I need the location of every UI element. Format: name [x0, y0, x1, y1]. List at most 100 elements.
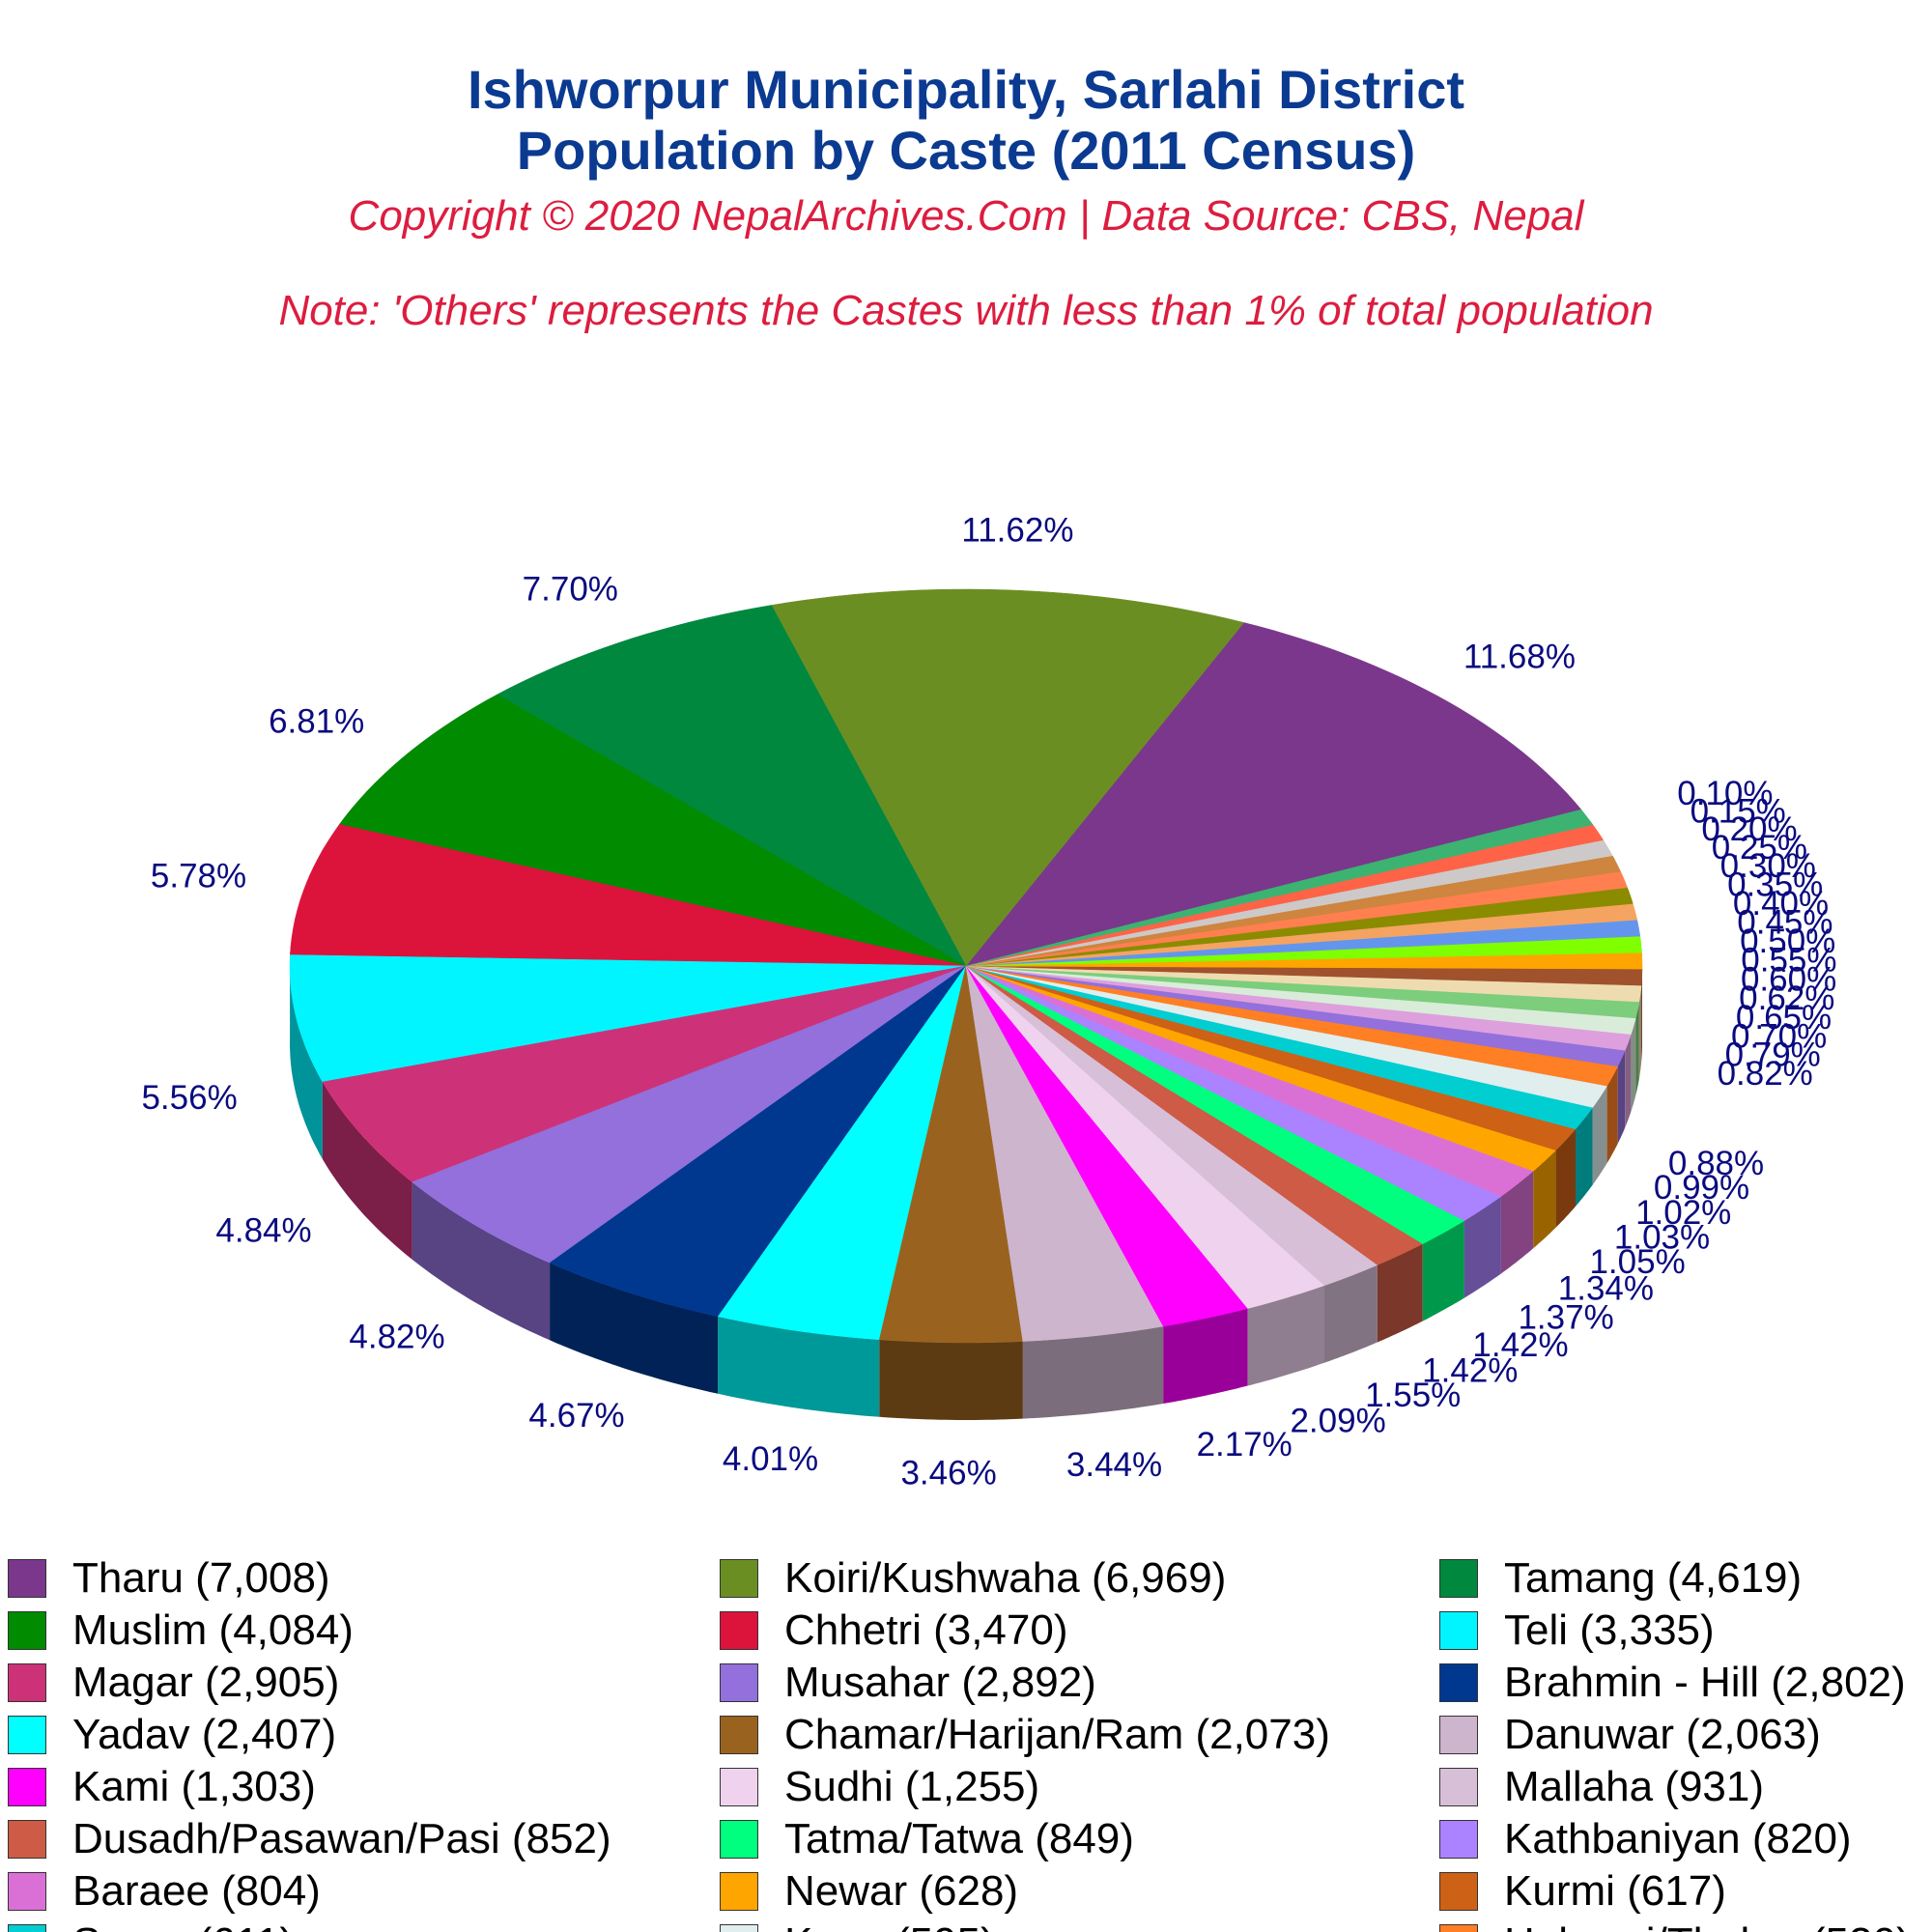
legend-item: Haluwai/Thakur (530): [1439, 1918, 1911, 1932]
pie-wall-small-5: [1641, 969, 1642, 1064]
pie-wall-small-1: [1625, 1034, 1632, 1128]
pie-wall-8: [550, 1263, 719, 1394]
pct-label-20: 1.03%: [1614, 1219, 1710, 1257]
pct-label-23: 0.88%: [1668, 1145, 1764, 1182]
pie-slice-kami: [965, 965, 1249, 1327]
pie-slice-small-2: [965, 965, 1636, 1035]
pct-label-0: 11.68%: [1463, 638, 1576, 675]
legend-swatch: [8, 1611, 46, 1650]
pie-wall-small-3: [1635, 1002, 1639, 1095]
legend-item: Baraee (804): [8, 1866, 321, 1917]
pie-wall-17: [1463, 1196, 1501, 1298]
pct-label-19: 1.05%: [1589, 1243, 1685, 1281]
pie-slice-kathbaniyan: [965, 965, 1502, 1221]
legend-item: Yadav (2,407): [8, 1710, 336, 1760]
pie-wall-23: [1606, 1065, 1618, 1164]
pct-label-small-3: 0.65%: [1736, 999, 1832, 1037]
pct-label-small-1: 0.79%: [1725, 1037, 1821, 1074]
legend-item: Sudhi (1,255): [720, 1762, 1039, 1812]
legend-swatch: [1439, 1820, 1478, 1859]
pct-label-8: 4.67%: [528, 1397, 624, 1435]
legend-swatch: [8, 1768, 46, 1806]
legend-item: Musahar (2,892): [720, 1658, 1096, 1708]
pie-slice-small-13: [965, 839, 1613, 967]
legend-swatch: [720, 1768, 758, 1806]
pie-slice-small-4: [965, 965, 1642, 1003]
legend-label: Sudhi (1,255): [784, 1763, 1040, 1810]
pie-slice-tatma-tatwa: [965, 965, 1465, 1244]
pct-label-5: 5.56%: [141, 1079, 237, 1117]
pie-wall-12: [1163, 1308, 1248, 1404]
legend-swatch: [8, 1924, 46, 1932]
pie-wall-18: [1500, 1171, 1534, 1274]
pct-label-small-14: 0.15%: [1690, 793, 1786, 831]
pie-slice-small-6: [965, 952, 1643, 970]
pie-slice-small-14: [965, 824, 1605, 967]
legend-swatch: [1439, 1611, 1478, 1650]
legend-swatch: [720, 1924, 758, 1932]
legend-label: Muslim (4,084): [72, 1606, 354, 1654]
pie-chart: 11.68% 11.62% 7.70% 6.81% 5.78% 5.56% 4.84% 4.8…: [141, 512, 1836, 1492]
legend-item: Sonar (611): [8, 1918, 294, 1932]
note-text: Note: 'Others' represents the Castes wit…: [278, 287, 1654, 334]
legend-swatch: [8, 1663, 46, 1702]
pie-slice-mallaha: [965, 965, 1378, 1286]
legend-swatch: [8, 1872, 46, 1911]
legend-swatch: [8, 1559, 46, 1598]
pie-slice-small-1: [965, 965, 1632, 1051]
pct-label-6: 4.84%: [215, 1212, 311, 1250]
pie-slice-sudhi: [965, 965, 1325, 1309]
pct-label-small-8: 0.45%: [1737, 903, 1833, 941]
legend-item: Newar (628): [720, 1866, 1018, 1917]
pie-wall-6: [322, 1082, 412, 1260]
pie-slice-haluwai-thakur: [965, 965, 1619, 1087]
legend-item: Danuwar (2,063): [1439, 1710, 1821, 1760]
copyright-text: Copyright © 2020 NepalArchives.Com | Dat…: [348, 192, 1584, 240]
pie-wall-20: [1555, 1128, 1576, 1228]
legend-label: Chamar/Harijan/Ram (2,073): [784, 1711, 1330, 1758]
legend-swatch: [1439, 1768, 1478, 1806]
legend-item: Tamang (4,619): [1439, 1553, 1802, 1604]
pct-label-15: 1.42%: [1422, 1352, 1518, 1390]
pie-slice-dusadh-pasawan-pasi: [965, 965, 1424, 1265]
pct-label-small-12: 0.25%: [1712, 829, 1807, 867]
pct-label-small-10: 0.35%: [1727, 866, 1823, 903]
legend-item: Chhetri (3,470): [720, 1605, 1067, 1656]
pie-slice-baraee: [965, 965, 1534, 1197]
pct-label-small-7: 0.50%: [1740, 923, 1835, 960]
pie-slice-small-3: [965, 965, 1640, 1019]
legend-label: Tatma/Tatwa (849): [784, 1815, 1134, 1862]
pie-slice-danuwar: [965, 965, 1164, 1342]
pie-wall-19: [1533, 1150, 1556, 1249]
pct-label-small-4: 0.62%: [1739, 980, 1834, 1017]
pct-label-small-0: 0.82%: [1718, 1055, 1813, 1093]
pie-slice-tamang: [497, 605, 967, 967]
pct-label-14: 1.55%: [1365, 1377, 1461, 1414]
pct-label-11: 3.44%: [1066, 1446, 1162, 1484]
pct-label-13: 2.09%: [1290, 1402, 1385, 1439]
pie-slice-small-0: [965, 965, 1626, 1067]
legend-label: Yadav (2,407): [72, 1711, 337, 1758]
pie-wall-22: [1592, 1086, 1607, 1185]
legend-label: Kami (1,303): [72, 1763, 316, 1810]
pie-slice-brahmin-hill: [549, 965, 967, 1318]
pie-slice-magar: [322, 965, 967, 1182]
pie-slice-small-15: [965, 809, 1594, 967]
legend-label: Koiri/Kushwaha (6,969): [784, 1554, 1227, 1602]
pct-label-21: 1.02%: [1635, 1194, 1731, 1232]
legend-item: Kami (1,303): [8, 1762, 316, 1812]
legend-swatch: [720, 1872, 758, 1911]
legend-item: Magar (2,905): [8, 1658, 339, 1708]
legend-label: Haluwai/Thakur (530): [1504, 1919, 1911, 1932]
pie-wall-7: [412, 1181, 551, 1341]
legend-label: Teli (3,335): [1504, 1606, 1715, 1654]
pie-wall-small-4: [1638, 985, 1642, 1079]
pie-wall-9: [718, 1316, 880, 1417]
pie-wall-14: [1324, 1264, 1378, 1363]
legend-swatch: [720, 1716, 758, 1754]
pie-percent-labels: 11.68% 11.62% 7.70% 6.81% 5.78% 5.56% 4.84% 4.8…: [141, 512, 1836, 1492]
pct-label-small-6: 0.55%: [1741, 942, 1836, 980]
chart-subtitle: Population by Caste (2011 Census): [516, 120, 1416, 181]
pct-label-2: 7.70%: [523, 570, 618, 608]
